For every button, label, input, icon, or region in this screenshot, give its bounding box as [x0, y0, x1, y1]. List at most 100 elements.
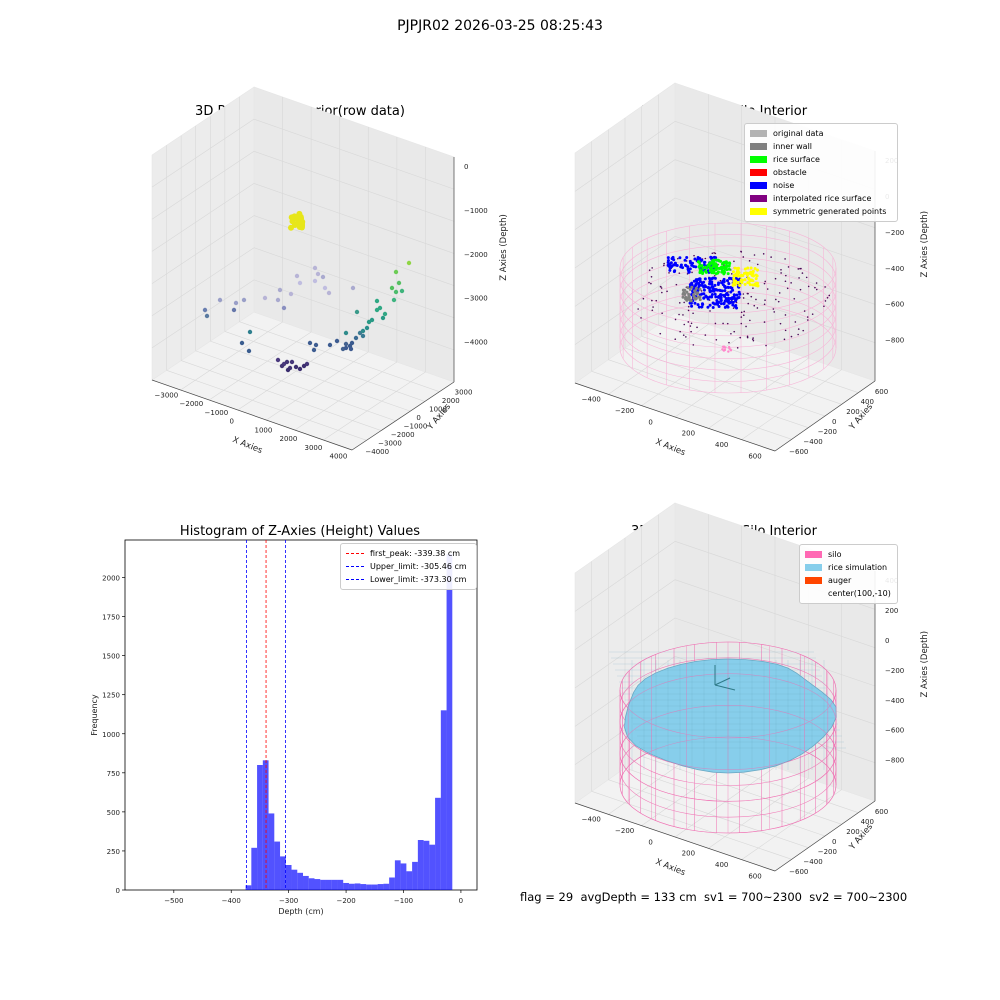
interpolated-surface-point [756, 263, 759, 266]
noise-point [711, 301, 715, 305]
y-tick-label: −2000 [391, 431, 415, 439]
gridline [224, 331, 425, 402]
inner-wall-point [693, 290, 697, 294]
symmetric-point [736, 280, 740, 284]
interpolated-surface-point [772, 308, 775, 310]
interpolated-surface-point [778, 292, 781, 294]
gridline [151, 118, 255, 188]
raw-data-point [204, 313, 210, 319]
gridline [574, 121, 676, 192]
interpolated-surface-point [752, 337, 754, 339]
noise-point [718, 288, 722, 292]
interpolated-surface-point [805, 276, 808, 279]
histogram-bar [348, 883, 355, 890]
legend-label: Upper_limit: -305.46 cm [370, 562, 467, 571]
interpolated-surface-point [713, 275, 716, 277]
legend-item: rice simulation [805, 561, 892, 574]
noise-point [694, 283, 698, 287]
raw-data-point [262, 295, 268, 301]
histogram-bar [303, 875, 309, 890]
y-tick-label: −4000 [365, 448, 389, 456]
noise-point [711, 276, 715, 280]
gridline [151, 247, 255, 316]
interpolated-surface-point [650, 276, 653, 278]
interpolated-surface-point [740, 316, 743, 318]
raw-data-point [343, 330, 349, 336]
x-tick-label: 0 [648, 418, 652, 426]
noise-point [673, 269, 677, 273]
noise-point [701, 302, 705, 306]
rice-surface-point [725, 263, 729, 267]
noise-point [726, 293, 730, 297]
gridline [253, 118, 455, 190]
interpolated-surface-point [743, 310, 746, 313]
symmetric-point [749, 266, 753, 270]
noise-point [711, 306, 715, 310]
noise-point [668, 268, 672, 272]
interpolated-surface-point [651, 299, 653, 302]
interpolated-surface-point [790, 335, 793, 338]
raw-data-point [289, 359, 295, 365]
z-tick-label: −600 [885, 727, 904, 735]
z-axis-label: Z Axies (Depth) [920, 631, 930, 698]
noise-point [686, 265, 690, 269]
legend-item: original data [750, 127, 892, 140]
legend-label: interpolated rice surface [773, 194, 872, 203]
rice-surface-point [706, 263, 710, 267]
histogram-bar [412, 861, 418, 890]
histogram-bar [308, 878, 315, 890]
noise-point [700, 305, 704, 309]
gridline [180, 321, 283, 391]
legend-line [346, 579, 364, 580]
y-tick-label: 250 [107, 848, 120, 856]
interpolated-surface-point [682, 314, 684, 316]
y-tick-label: 600 [875, 388, 888, 396]
symmetric-point [748, 279, 752, 283]
interpolated-surface-point [798, 277, 800, 279]
rice-surface-point [708, 261, 712, 265]
interpolated-surface-point [678, 272, 681, 274]
histogram-bar [268, 813, 275, 890]
noise-point [697, 284, 701, 288]
interpolated-surface-point [802, 329, 805, 332]
inner-wall-point [688, 288, 692, 292]
raw-data-point [307, 340, 313, 346]
interpolated-surface-point [678, 302, 681, 304]
y-tick-label: 0 [116, 887, 120, 895]
symmetric-point [731, 270, 735, 274]
noise-point [696, 303, 700, 307]
x-tick-label: 200 [682, 850, 695, 858]
noise-point [717, 305, 721, 309]
y-tick-label: 1000 [102, 731, 120, 739]
noise-point [706, 305, 710, 309]
histogram-legend: first_peak: -339.38 cm Upper_limit: -305.… [340, 543, 477, 590]
symmetric-point [751, 269, 755, 273]
noise-point [666, 256, 670, 260]
interpolated-surface-point [663, 264, 665, 267]
raw-data-point [313, 342, 319, 348]
interpolated-surface-point [674, 338, 677, 341]
symmetric-point [746, 281, 750, 285]
interpolated-surface-point [740, 250, 742, 253]
legend-item: obstacle [750, 166, 892, 179]
interpolated-surface-point [826, 296, 829, 299]
interpolated-surface-point [801, 272, 804, 274]
noise-point [696, 289, 700, 293]
legend-swatch [750, 169, 767, 176]
histogram-bar [383, 883, 390, 890]
y-axis-label: Y Axies [847, 402, 875, 433]
interpolated-surface-point [687, 305, 690, 308]
y-tick-label: 400 [861, 398, 874, 406]
interpolated-surface-point [766, 288, 769, 290]
noise-point [693, 257, 697, 261]
interpolated-surface-point [786, 287, 789, 290]
interpolated-surface-point [676, 257, 679, 260]
symmetric-point [743, 267, 747, 271]
raw-data-point [369, 317, 375, 323]
raw-data-point [288, 214, 295, 221]
noise-point [688, 267, 692, 271]
interpolated-surface-point [740, 322, 743, 325]
rice-surface-point [699, 264, 703, 268]
rice-surface-point [727, 261, 731, 265]
